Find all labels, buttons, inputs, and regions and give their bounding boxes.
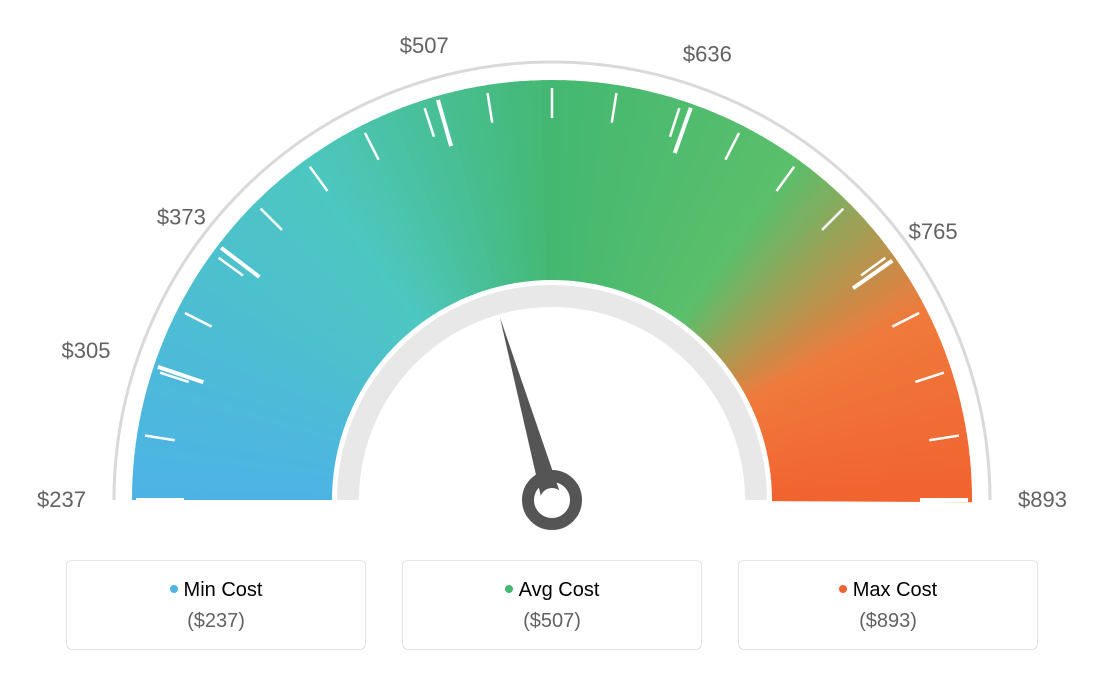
legend-row: Min Cost ($237) Avg Cost ($507) Max Cost… — [0, 560, 1104, 650]
legend-card-max: Max Cost ($893) — [738, 560, 1038, 650]
legend-dot-min — [170, 585, 178, 593]
legend-title-max: Max Cost — [749, 579, 1027, 602]
legend-dot-max — [839, 585, 847, 593]
svg-text:$305: $305 — [62, 338, 111, 363]
svg-text:$893: $893 — [1018, 487, 1067, 512]
svg-text:$765: $765 — [909, 219, 958, 244]
svg-text:$237: $237 — [37, 487, 86, 512]
legend-label-avg: Avg Cost — [519, 579, 600, 601]
legend-value-max: ($893) — [749, 610, 1027, 633]
legend-title-avg: Avg Cost — [413, 579, 691, 602]
svg-text:$636: $636 — [683, 42, 732, 67]
legend-title-min: Min Cost — [77, 579, 355, 602]
legend-value-avg: ($507) — [413, 610, 691, 633]
svg-text:$507: $507 — [400, 33, 449, 58]
legend-card-avg: Avg Cost ($507) — [402, 560, 702, 650]
cost-gauge-chart: $237 $305 $373 $507 $636 $765 $893 — [0, 0, 1104, 560]
legend-card-min: Min Cost ($237) — [66, 560, 366, 650]
svg-text:$373: $373 — [157, 204, 206, 229]
legend-label-max: Max Cost — [853, 579, 937, 601]
legend-label-min: Min Cost — [184, 579, 263, 601]
legend-dot-avg — [505, 585, 513, 593]
gauge-svg: $237 $305 $373 $507 $636 $765 $893 — [0, 0, 1104, 560]
legend-value-min: ($237) — [77, 610, 355, 633]
